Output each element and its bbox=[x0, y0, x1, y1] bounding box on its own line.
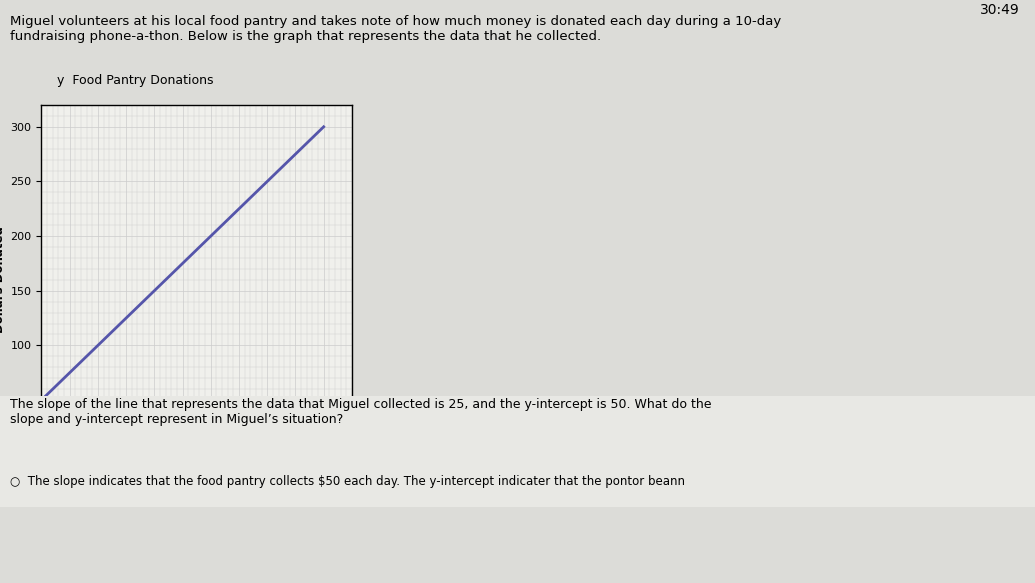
Text: Mark this and return: Mark this and return bbox=[10, 535, 138, 548]
Text: y  Food Pantry Donations: y Food Pantry Donations bbox=[57, 75, 213, 87]
Text: ○  The slope indicates that the food pantry collects $50 each day. The y-interce: ○ The slope indicates that the food pant… bbox=[10, 475, 685, 488]
X-axis label: Number of Days: Number of Days bbox=[144, 479, 249, 491]
Text: Miguel volunteers at his local food pantry and takes note of how much money is d: Miguel volunteers at his local food pant… bbox=[10, 15, 781, 43]
Text: 30:49: 30:49 bbox=[980, 3, 1019, 17]
Text: x: x bbox=[355, 449, 361, 460]
Text: Save and Exit: Save and Exit bbox=[472, 539, 559, 552]
FancyBboxPatch shape bbox=[594, 525, 729, 566]
FancyBboxPatch shape bbox=[414, 525, 616, 566]
Y-axis label: Dollars Donated: Dollars Donated bbox=[0, 226, 6, 333]
Text: Next: Next bbox=[647, 539, 676, 552]
Text: The slope of the line that represents the data that Miguel collected is 25, and : The slope of the line that represents th… bbox=[10, 398, 712, 426]
